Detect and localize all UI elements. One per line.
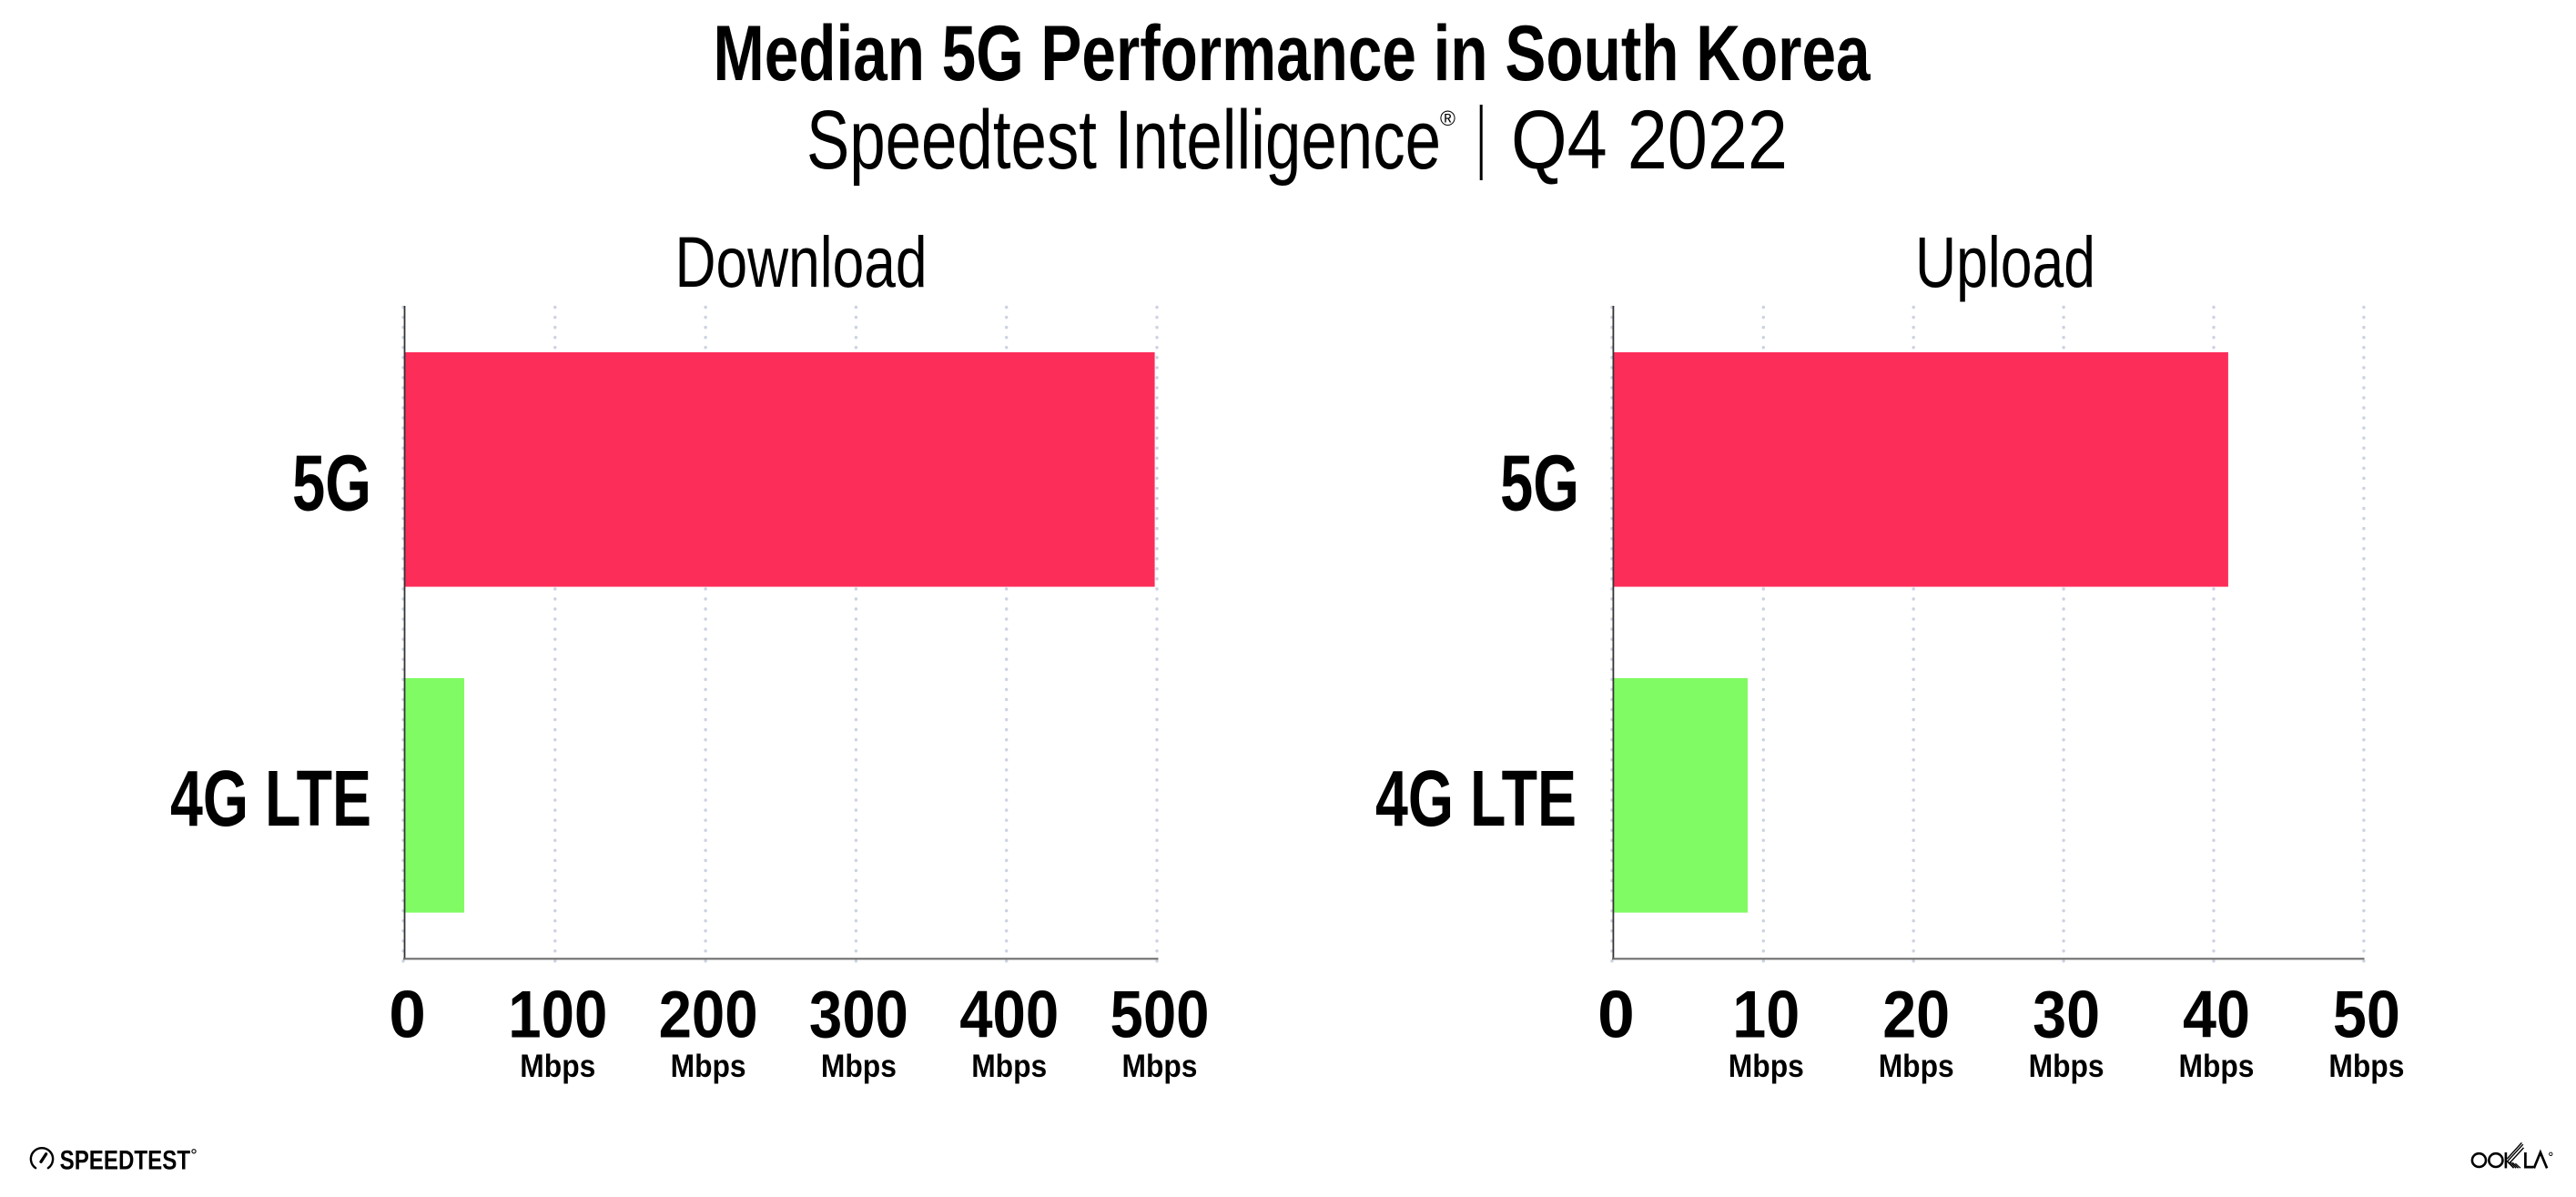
svg-text:SPEEDTEST: SPEEDTEST <box>60 1146 191 1176</box>
svg-text:300: 300 <box>809 979 908 1052</box>
svg-text:®: ® <box>1440 107 1455 130</box>
svg-text:4G LTE: 4G LTE <box>170 755 371 843</box>
svg-text:Mbps: Mbps <box>821 1049 897 1084</box>
svg-text:200: 200 <box>659 979 758 1052</box>
svg-text:0: 0 <box>1597 979 1635 1052</box>
svg-text:Mbps: Mbps <box>2328 1049 2404 1084</box>
svg-text:4G LTE: 4G LTE <box>1375 755 1577 843</box>
svg-text:100: 100 <box>508 979 607 1052</box>
svg-text:Download: Download <box>675 221 928 302</box>
svg-text:20: 20 <box>1882 979 1950 1052</box>
svg-text:Mbps: Mbps <box>2029 1049 2104 1084</box>
svg-text:Speedtest Intelligence: Speedtest Intelligence <box>806 94 1441 187</box>
svg-text:50: 50 <box>2333 979 2400 1052</box>
svg-text:400: 400 <box>959 979 1059 1052</box>
svg-text:30: 30 <box>2033 979 2100 1052</box>
svg-text:Mbps: Mbps <box>1729 1049 1804 1084</box>
svg-text:Mbps: Mbps <box>1122 1049 1198 1084</box>
svg-text:Mbps: Mbps <box>971 1049 1047 1084</box>
svg-text:Mbps: Mbps <box>671 1049 746 1084</box>
svg-text:Upload: Upload <box>1915 221 2095 302</box>
svg-text:40: 40 <box>2183 979 2250 1052</box>
svg-text:Mbps: Mbps <box>520 1049 595 1084</box>
svg-text:0: 0 <box>389 979 426 1052</box>
svg-text:Median 5G Performance in South: Median 5G Performance in South Korea <box>714 10 1871 97</box>
svg-text:5G: 5G <box>292 440 371 528</box>
svg-text:Mbps: Mbps <box>2179 1049 2255 1084</box>
svg-text:Q4 2022: Q4 2022 <box>1511 94 1788 187</box>
svg-text:5G: 5G <box>1500 440 1579 528</box>
svg-text:Mbps: Mbps <box>1879 1049 1954 1084</box>
svg-text:10: 10 <box>1732 979 1800 1052</box>
svg-text:500: 500 <box>1111 979 1210 1052</box>
